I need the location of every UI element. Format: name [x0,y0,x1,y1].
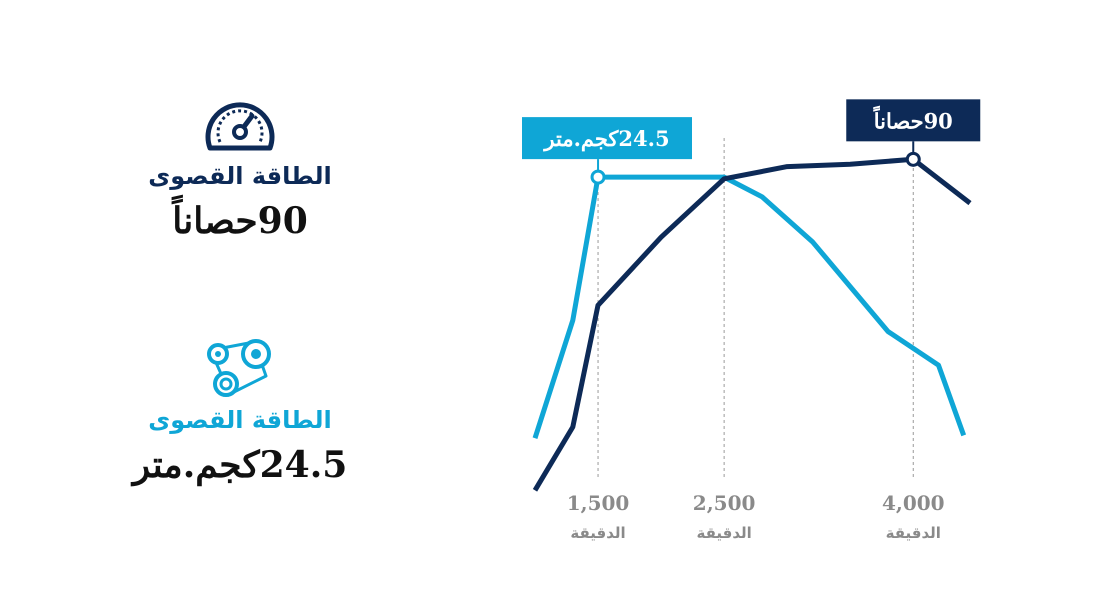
max-torque-value: 24.5كجم.متر [132,444,348,486]
torque-peak-point [590,169,606,185]
x-tick-unit: الدقيقة [886,524,941,542]
max-torque-stat: الطاقة القصوى 24.5كجم.متر [70,336,410,486]
belt-pulley-icon [207,339,271,397]
stats-panel: الطاقة القصوى 90حصاناً الطاقة القصوى 24.… [0,0,480,600]
x-tick-unit: الدقيقة [570,524,625,542]
max-power-label: الطاقة القصوى [148,162,332,190]
torque-line [532,174,967,439]
max-power-stat: الطاقة القصوى 90حصاناً [70,92,410,242]
x-tick-label: 1,500 [567,491,630,515]
x-tick-label: 4,000 [882,491,945,515]
x-axis-ticks: 1,500 الدقيقة 2,500 الدقيقة 4,000 الدقيقة [567,491,945,542]
x-tick-unit: الدقيقة [696,524,751,542]
power-callout-box [846,99,981,142]
series-lines [532,156,972,492]
power-line [532,156,972,492]
torque-callout-text: 24.5كجم.متر [542,126,669,152]
peak-markers: 24.5كجم.متر 90حصاناً [522,99,981,185]
power-peak-point [905,151,921,167]
power-callout-text: 90حصاناً [872,106,952,134]
torque-callout-box [522,117,692,160]
max-power-value: 90حصاناً [172,200,308,242]
max-torque-label: الطاقة القصوى [148,406,332,434]
speedometer-icon [205,102,275,151]
x-tick-label: 2,500 [693,491,756,515]
power-torque-chart: 24.5كجم.متر 90حصاناً 1,500 الدقيقة 2,500 الد… [522,99,981,542]
